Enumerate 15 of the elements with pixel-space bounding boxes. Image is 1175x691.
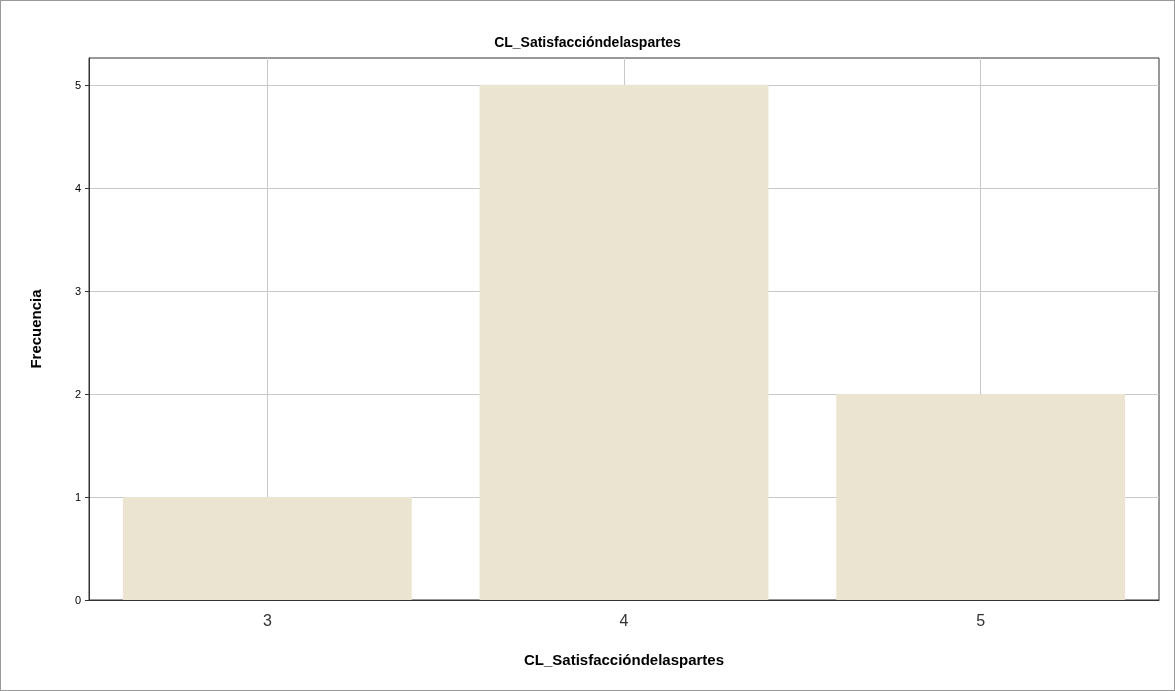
y-tick-label: 1 xyxy=(74,490,81,503)
y-axis-title: Frecuencia xyxy=(27,288,44,369)
x-tick-label: 3 xyxy=(262,611,272,629)
bar xyxy=(479,84,769,600)
x-axis-title: CL_Satisfaccióndelaspartes xyxy=(523,651,725,668)
x-tick-label: 4 xyxy=(619,611,629,629)
x-tick-label: 5 xyxy=(976,611,986,629)
bar xyxy=(122,496,412,600)
y-tick-label: 3 xyxy=(74,284,81,297)
y-tick-label: 4 xyxy=(74,181,81,194)
y-tick-label: 0 xyxy=(74,594,81,606)
y-tick-label: 5 xyxy=(74,78,81,91)
bar xyxy=(836,393,1126,600)
y-tick-label: 2 xyxy=(74,387,81,400)
chart-title: CL_Satisfaccióndelaspartes xyxy=(494,34,682,50)
